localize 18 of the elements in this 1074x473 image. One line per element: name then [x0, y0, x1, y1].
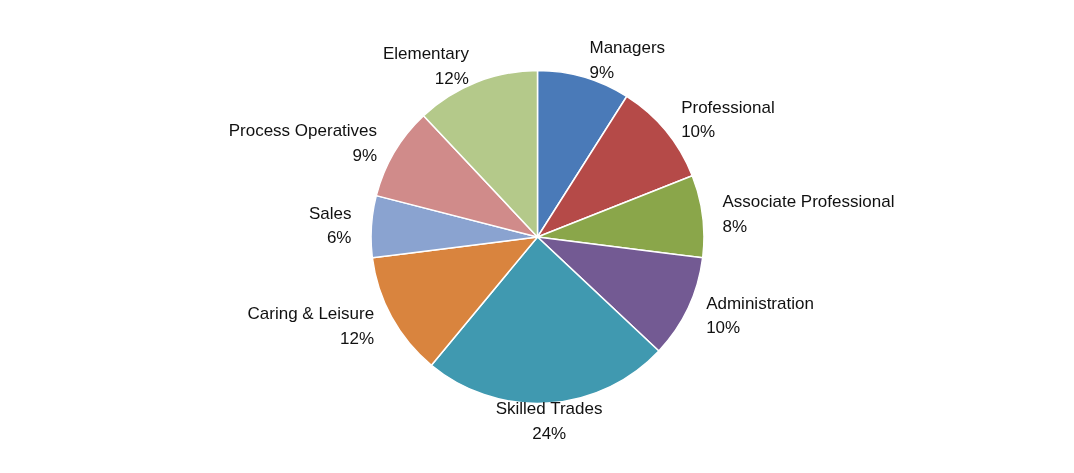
slice-label: Associate Professional	[722, 192, 895, 212]
data-label: 6%	[326, 228, 352, 248]
data-label: 10%	[706, 318, 741, 338]
data-label: 24%	[532, 423, 567, 443]
slice-label: Administration	[706, 293, 814, 313]
slice-label: Skilled Trades	[495, 398, 603, 418]
data-label: 8%	[722, 216, 748, 236]
slice-label: Sales	[308, 203, 352, 223]
slice-label: Process Operatives	[228, 121, 378, 141]
data-label: 12%	[340, 328, 375, 348]
slice-label: Elementary	[382, 43, 470, 63]
data-label: 12%	[434, 68, 469, 88]
slice-label: Caring & Leisure	[247, 303, 375, 323]
data-label: 9%	[352, 146, 378, 166]
slice-label: Managers	[589, 38, 666, 58]
slice-label: Professional	[681, 97, 775, 117]
data-label: 9%	[589, 62, 615, 82]
data-label: 10%	[681, 122, 716, 142]
